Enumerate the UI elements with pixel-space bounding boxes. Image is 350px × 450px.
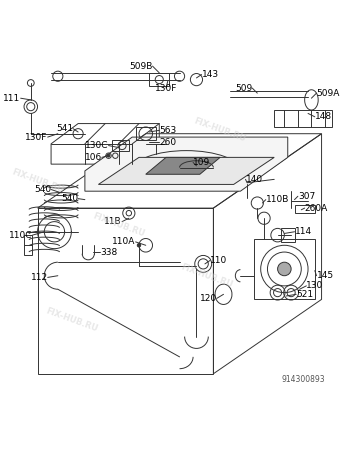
- Text: 540: 540: [34, 185, 51, 194]
- Text: 307: 307: [298, 192, 315, 201]
- Polygon shape: [85, 137, 288, 191]
- Text: FIX-HUB.RU: FIX-HUB.RU: [91, 212, 146, 239]
- Polygon shape: [98, 158, 274, 184]
- Polygon shape: [146, 158, 220, 174]
- Text: 563: 563: [159, 126, 176, 135]
- Text: FIX-HUB.RU: FIX-HUB.RU: [193, 117, 247, 144]
- Text: 106: 106: [85, 153, 102, 162]
- Text: 130: 130: [306, 281, 324, 290]
- Text: 114: 114: [294, 227, 312, 236]
- Circle shape: [107, 154, 110, 157]
- Text: 110: 110: [210, 256, 227, 265]
- Text: 110B: 110B: [266, 195, 289, 204]
- Text: 914300893: 914300893: [281, 375, 325, 384]
- Bar: [254, 238, 315, 299]
- Text: 509: 509: [235, 84, 252, 93]
- Bar: [24, 235, 33, 256]
- Text: 130C: 130C: [85, 141, 108, 150]
- Bar: [294, 205, 315, 213]
- Text: 145: 145: [316, 271, 334, 280]
- Text: FIX-HUB.RU: FIX-HUB.RU: [180, 262, 234, 289]
- Circle shape: [278, 262, 291, 276]
- Text: 112: 112: [30, 273, 48, 282]
- Bar: [281, 229, 294, 242]
- Text: 110C: 110C: [9, 231, 33, 240]
- Text: 130F: 130F: [155, 84, 177, 93]
- Bar: [135, 127, 156, 140]
- Text: 540: 540: [61, 194, 78, 203]
- Text: 260A: 260A: [304, 203, 328, 212]
- Text: 541: 541: [56, 124, 73, 133]
- Text: 110A: 110A: [112, 238, 135, 247]
- Text: 109: 109: [193, 158, 210, 167]
- Text: 11B: 11B: [104, 217, 122, 226]
- Text: 509B: 509B: [129, 62, 153, 71]
- Text: 140: 140: [245, 175, 262, 184]
- Text: 143: 143: [202, 70, 219, 79]
- Bar: [112, 140, 129, 151]
- Text: 509A: 509A: [316, 89, 340, 98]
- Text: 120: 120: [199, 294, 217, 303]
- Text: 148: 148: [315, 112, 332, 122]
- Text: 111: 111: [4, 94, 21, 103]
- Text: 338: 338: [100, 248, 117, 256]
- Bar: [149, 73, 169, 86]
- Circle shape: [137, 243, 141, 247]
- Text: 130F: 130F: [25, 133, 48, 142]
- Text: FIX-HUB.RU: FIX-HUB.RU: [44, 306, 99, 333]
- Text: FIX-HUB.RU: FIX-HUB.RU: [10, 167, 65, 194]
- Text: 521: 521: [296, 290, 313, 299]
- Text: 260: 260: [159, 138, 176, 147]
